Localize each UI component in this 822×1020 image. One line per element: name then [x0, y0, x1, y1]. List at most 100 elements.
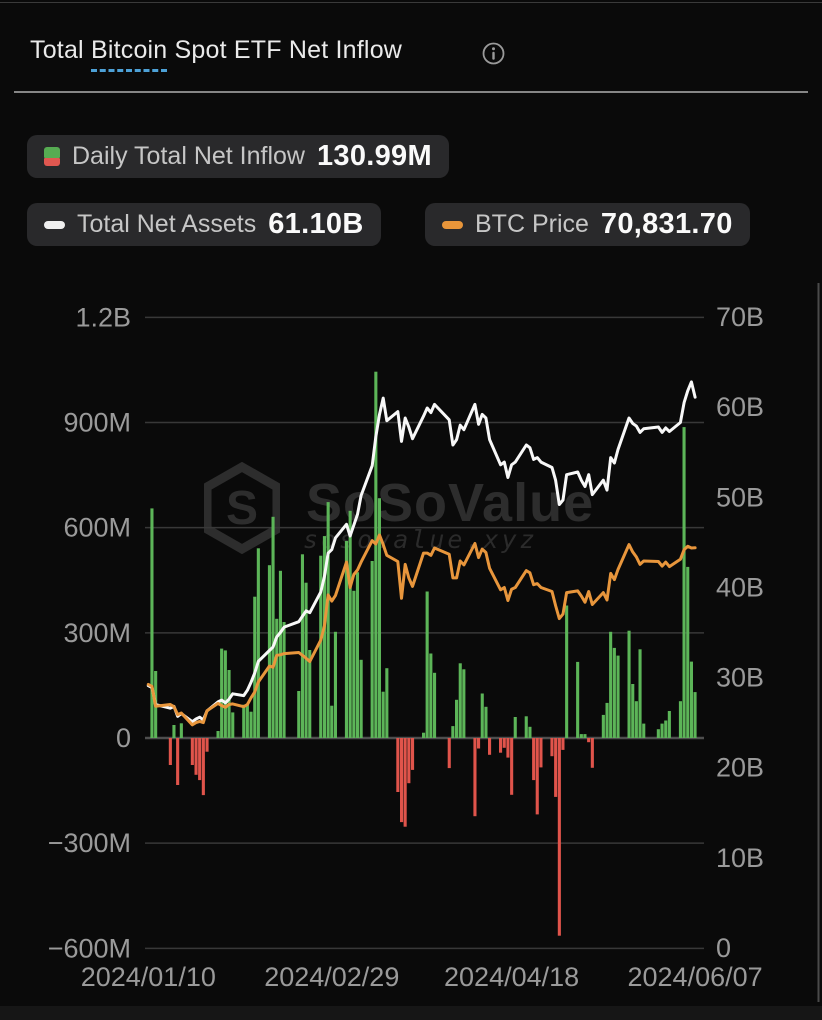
inflow-bar[interactable] [693, 692, 697, 738]
inflow-bar[interactable] [385, 668, 389, 738]
inflow-bar[interactable] [664, 720, 668, 739]
inflow-bar[interactable] [359, 659, 363, 738]
inflow-bar[interactable] [609, 631, 613, 738]
inflow-bar[interactable] [506, 738, 510, 758]
inflow-bar[interactable] [176, 738, 180, 785]
inflow-bar[interactable] [524, 716, 528, 738]
inflow-bar[interactable] [488, 738, 492, 755]
inflow-bar[interactable] [583, 734, 587, 738]
inflow-bar[interactable] [231, 712, 235, 738]
inflow-bar[interactable] [682, 427, 686, 738]
inflow-bar[interactable] [381, 691, 385, 738]
inflow-bar[interactable] [473, 738, 477, 817]
inflow-bar[interactable] [220, 648, 224, 738]
inflow-bar[interactable] [194, 738, 198, 775]
inflow-bar[interactable] [590, 738, 594, 768]
inflow-bar[interactable] [612, 647, 616, 738]
inflow-bar[interactable] [532, 738, 536, 781]
inflow-bar[interactable] [150, 508, 154, 738]
inflow-bar[interactable] [689, 661, 693, 738]
inflow-bar[interactable] [190, 738, 194, 765]
inflow-bar[interactable] [422, 732, 426, 738]
inflow-bar[interactable] [601, 714, 605, 738]
inflow-bar[interactable] [513, 717, 517, 738]
inflow-bar[interactable] [168, 738, 172, 765]
inflow-bar[interactable] [616, 655, 620, 738]
inflow-bar[interactable] [462, 669, 466, 738]
inflow-bar[interactable] [528, 726, 532, 738]
inflow-bar[interactable] [198, 738, 202, 781]
legend-total-net-assets[interactable]: Total Net Assets 61.10B [27, 203, 381, 246]
inflow-bar[interactable] [308, 650, 312, 738]
inflow-bar[interactable] [172, 725, 176, 738]
inflow-bar[interactable] [253, 596, 257, 738]
inflow-bar[interactable] [330, 705, 334, 738]
inflow-bar[interactable] [565, 605, 569, 739]
inflow-bar[interactable] [561, 738, 565, 750]
inflow-bar[interactable] [256, 548, 260, 738]
inflow-bar[interactable] [407, 738, 411, 784]
inflow-bar[interactable] [348, 510, 352, 738]
inflow-bar[interactable] [370, 561, 374, 738]
inflow-bar[interactable] [631, 684, 635, 738]
inflow-bar[interactable] [242, 704, 246, 738]
inflow-bar[interactable] [344, 541, 348, 738]
inflow-bar[interactable] [374, 371, 378, 738]
inflow-bar[interactable] [660, 723, 664, 738]
inflow-bar[interactable] [377, 498, 381, 738]
inflow-bar[interactable] [282, 622, 286, 738]
inflow-bar[interactable] [297, 691, 301, 738]
inflow-bar[interactable] [510, 738, 514, 795]
inflow-bar[interactable] [535, 738, 539, 815]
inflow-bar[interactable] [451, 726, 455, 738]
legend-daily-net-inflow[interactable]: Daily Total Net Inflow 130.99M [27, 135, 449, 178]
inflow-bar[interactable] [425, 591, 429, 739]
inflow-bar[interactable] [400, 738, 404, 823]
inflow-bar[interactable] [678, 701, 682, 738]
legend-btc-price[interactable]: BTC Price 70,831.70 [425, 203, 750, 246]
inflow-bar[interactable] [322, 536, 326, 738]
inflow-bar[interactable] [458, 663, 462, 738]
inflow-bar[interactable] [587, 738, 591, 743]
inflow-bar[interactable] [396, 738, 400, 792]
inflow-bar[interactable] [223, 650, 227, 738]
inflow-bar[interactable] [275, 618, 279, 738]
inflow-bar[interactable] [686, 566, 690, 738]
inflow-bar[interactable] [355, 572, 359, 738]
inflow-bar[interactable] [480, 693, 484, 739]
inflow-bar[interactable] [554, 738, 558, 797]
inflow-bar[interactable] [201, 738, 205, 796]
inflow-bar[interactable] [638, 649, 642, 738]
inflow-bar[interactable] [642, 723, 646, 738]
inflow-bar[interactable] [477, 738, 481, 749]
inflow-bar[interactable] [502, 738, 506, 748]
inflow-bar[interactable] [216, 731, 220, 738]
info-icon[interactable] [481, 41, 506, 66]
inflow-bar[interactable] [557, 738, 561, 936]
inflow-bar[interactable] [429, 653, 433, 739]
inflow-bar[interactable] [605, 702, 609, 738]
inflow-bar[interactable] [245, 704, 249, 738]
inflow-bar[interactable] [333, 631, 337, 738]
inflow-bar[interactable] [300, 554, 304, 738]
inflow-bar[interactable] [550, 738, 554, 757]
inflow-bar[interactable] [627, 630, 631, 738]
inflow-bar[interactable] [411, 738, 415, 770]
inflow-bar[interactable] [249, 711, 253, 738]
inflow-bar[interactable] [499, 738, 503, 753]
inflow-bar[interactable] [271, 516, 275, 738]
inflow-bar[interactable] [319, 555, 323, 738]
inflow-bar[interactable] [656, 729, 660, 738]
inflow-bar[interactable] [579, 734, 583, 738]
inflow-bar[interactable] [455, 699, 459, 738]
inflow-bar[interactable] [403, 738, 407, 827]
inflow-bar[interactable] [433, 672, 437, 738]
inflow-bar[interactable] [667, 711, 671, 738]
inflow-bar[interactable] [205, 738, 209, 752]
inflow-bar[interactable] [326, 502, 330, 738]
inflow-bar[interactable] [352, 590, 356, 738]
inflow-bar[interactable] [634, 701, 638, 738]
inflow-bar[interactable] [539, 738, 543, 768]
inflow-bar[interactable] [304, 582, 308, 738]
